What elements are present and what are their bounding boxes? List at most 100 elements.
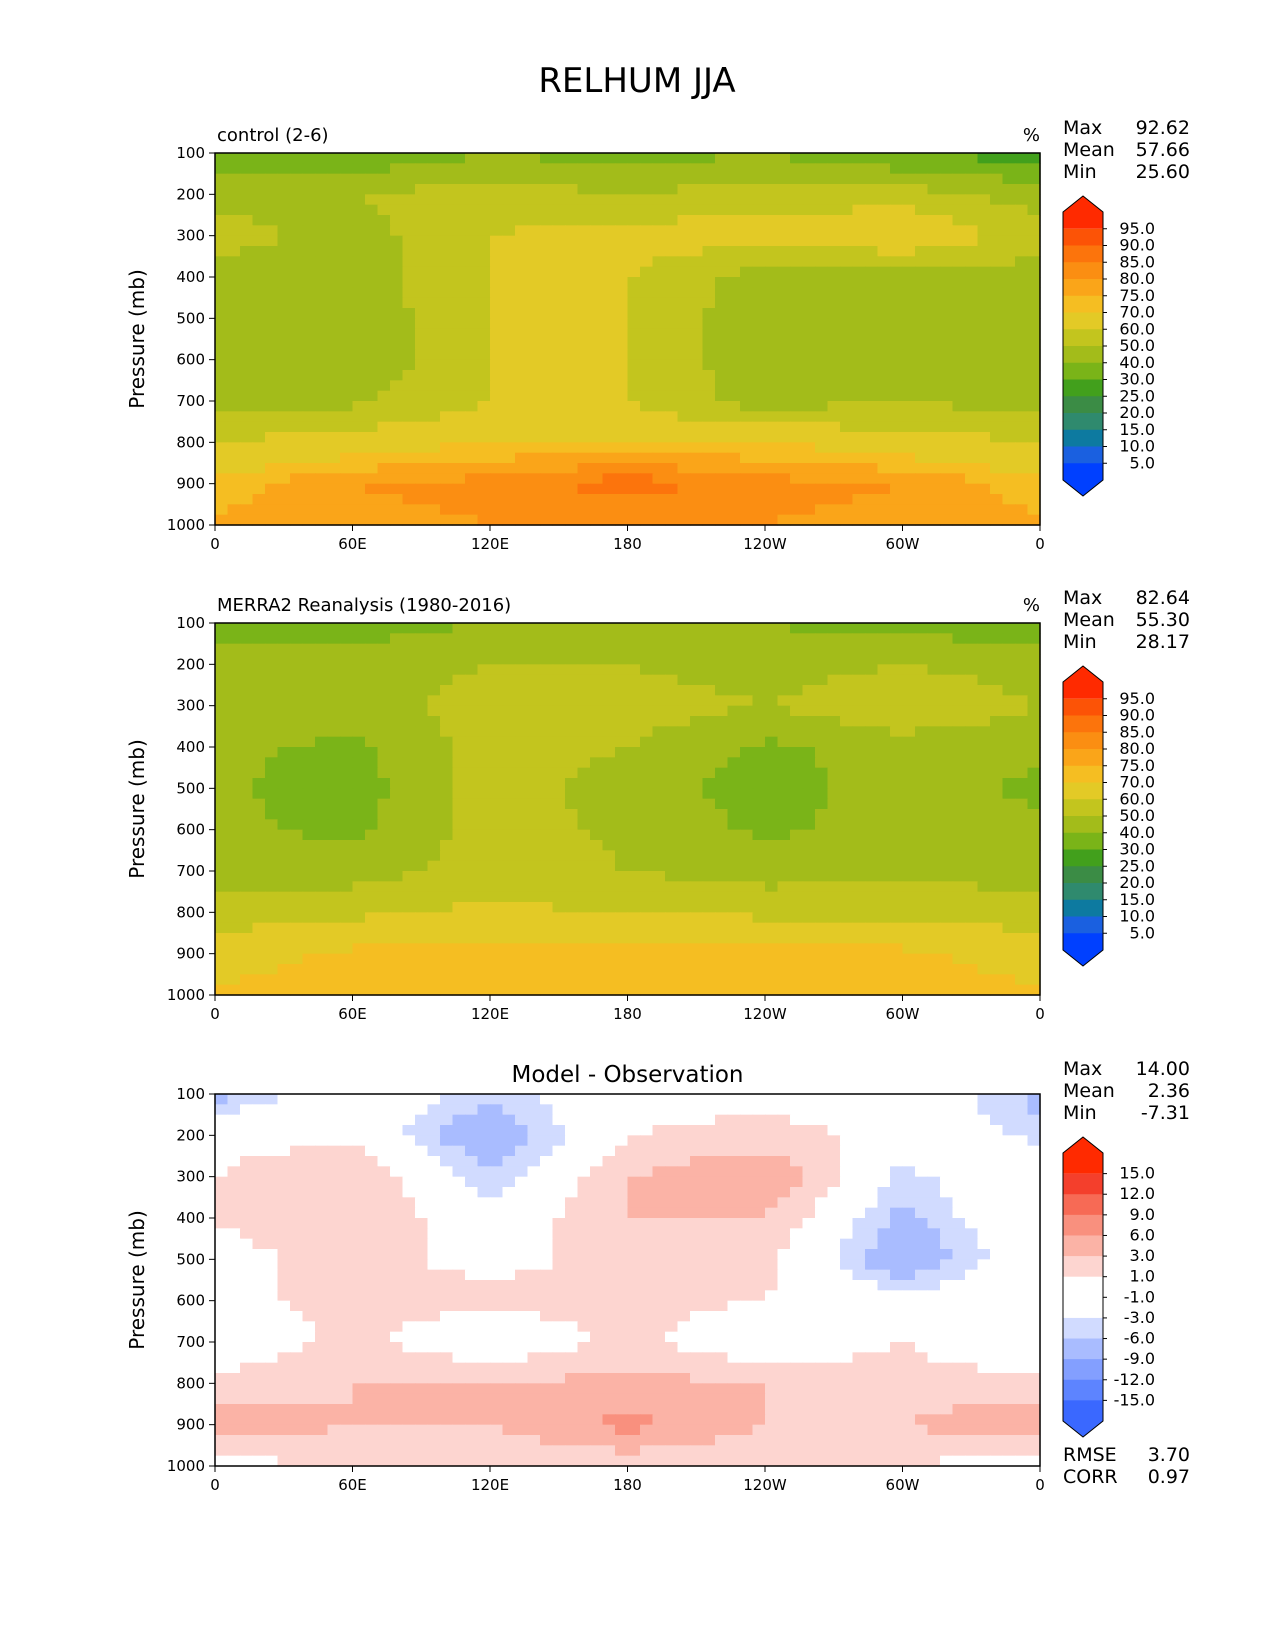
field-cell xyxy=(227,860,241,872)
field-cell xyxy=(240,318,254,330)
field-cell xyxy=(552,819,566,831)
field-cell xyxy=(990,829,1004,841)
field-cell xyxy=(702,850,716,862)
field-cell xyxy=(765,411,779,423)
field-cell xyxy=(915,483,929,495)
field-cell xyxy=(577,287,591,299)
field-cell xyxy=(240,452,254,464)
field-cell xyxy=(715,736,729,748)
field-cell xyxy=(227,654,241,665)
field-cell xyxy=(502,339,516,350)
field-cell xyxy=(915,674,929,686)
field-cell xyxy=(390,809,404,820)
field-cell xyxy=(440,215,454,226)
field-cell xyxy=(752,514,766,526)
field-cell xyxy=(327,829,341,841)
field-cell xyxy=(1027,339,1041,350)
field-cell xyxy=(752,349,766,361)
field-cell xyxy=(590,370,604,381)
field-cell xyxy=(640,1094,654,1105)
field-cell xyxy=(765,401,779,412)
field-cell xyxy=(390,902,404,913)
field-cell xyxy=(427,390,441,402)
field-cell xyxy=(240,819,254,831)
field-cell xyxy=(515,194,529,206)
field-cell xyxy=(302,246,316,257)
field-cell xyxy=(252,974,266,986)
field-cell xyxy=(402,705,416,717)
field-cell xyxy=(252,881,266,893)
field-cell xyxy=(402,953,416,965)
field-cell xyxy=(802,695,816,707)
field-cell xyxy=(677,401,691,412)
y-tick-label: 700 xyxy=(176,862,205,880)
field-cell xyxy=(490,1094,504,1105)
field-cell xyxy=(827,380,841,392)
field-cell xyxy=(215,287,229,299)
field-cell xyxy=(577,933,591,944)
field-cell xyxy=(227,277,241,288)
field-cell xyxy=(652,442,666,454)
field-cell xyxy=(477,452,491,464)
field-cell xyxy=(665,767,679,779)
field-cell xyxy=(415,153,429,164)
field-cell xyxy=(340,964,354,975)
field-cell xyxy=(1015,246,1029,257)
field-cell xyxy=(340,922,354,934)
field-cell xyxy=(440,891,454,903)
field-cell xyxy=(915,891,929,903)
field-cell xyxy=(652,473,666,485)
field-cell xyxy=(390,974,404,986)
field-cell xyxy=(727,819,741,831)
field-cell xyxy=(977,277,991,288)
field-cell xyxy=(915,633,929,645)
field-cell xyxy=(890,256,904,268)
field-cell xyxy=(477,767,491,779)
field-cell xyxy=(377,747,391,758)
field-cell xyxy=(240,664,254,676)
field-cell xyxy=(315,716,329,727)
field-cell xyxy=(1015,654,1029,665)
field-cell xyxy=(465,246,479,257)
field-cell xyxy=(877,922,891,934)
field-cell xyxy=(540,494,554,505)
field-cell xyxy=(727,964,741,975)
field-cell xyxy=(565,685,579,696)
field-cell xyxy=(252,432,266,443)
colorbar-outline xyxy=(1062,665,1104,967)
field-cell xyxy=(665,204,679,216)
field-cell xyxy=(952,974,966,986)
field-cell xyxy=(827,153,841,164)
field-cell xyxy=(727,664,741,676)
field-cell xyxy=(477,654,491,665)
field-cell xyxy=(727,716,741,727)
field-cell xyxy=(502,695,516,707)
field-cell xyxy=(552,463,566,474)
field-cell xyxy=(802,716,816,727)
field-cell xyxy=(640,705,654,717)
field-cell xyxy=(452,633,466,645)
field-cell xyxy=(1002,256,1016,268)
field-cell xyxy=(990,235,1004,247)
field-cell xyxy=(515,860,529,872)
field-cell xyxy=(965,757,979,769)
field-cell xyxy=(265,633,279,645)
field-cell xyxy=(440,349,454,361)
field-cell xyxy=(627,778,641,789)
field-cell xyxy=(740,266,754,278)
field-cell xyxy=(840,287,854,299)
field-cell xyxy=(802,674,816,686)
field-cell xyxy=(227,974,241,986)
field-cell xyxy=(602,953,616,965)
field-cell xyxy=(527,860,541,872)
field-cell xyxy=(927,933,941,944)
field-cell xyxy=(602,359,616,371)
field-cell xyxy=(1002,173,1016,185)
field-cell xyxy=(415,933,429,944)
field-cell xyxy=(415,514,429,526)
field-cell xyxy=(940,308,954,319)
field-cell xyxy=(565,953,579,965)
field-cell xyxy=(740,695,754,707)
field-cell xyxy=(290,514,304,526)
colorbar-swatch xyxy=(1063,446,1103,464)
